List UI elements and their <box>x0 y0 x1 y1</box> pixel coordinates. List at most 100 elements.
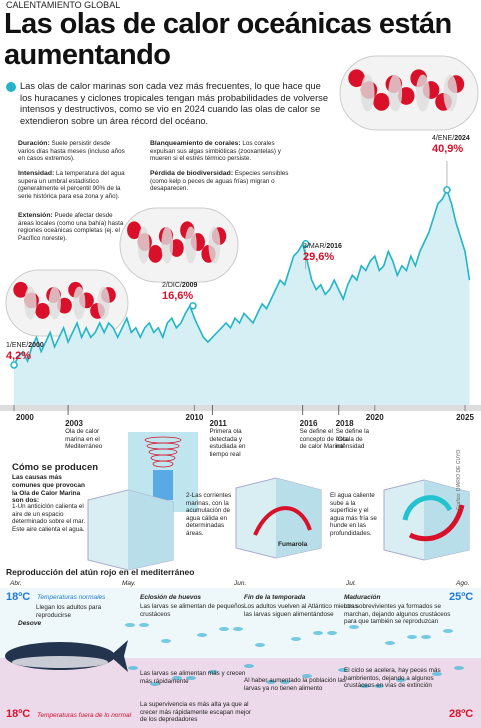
heat-area <box>57 297 72 314</box>
definition-term: Intensidad: <box>18 170 55 177</box>
month: Ago. <box>456 580 470 587</box>
fish-school <box>454 666 464 670</box>
annotation-value: 40,9% <box>432 143 464 155</box>
annotation-marker <box>443 186 451 194</box>
fish-school <box>208 670 218 674</box>
month: Jul. <box>346 580 357 587</box>
stage-normal: Los sobrevivientes ya formados se marcha… <box>344 603 451 626</box>
fish-school <box>266 680 276 684</box>
land <box>415 74 430 112</box>
definition-text: Especies sensibles (como kelp o peces de… <box>150 170 289 193</box>
definition-term: Duración: <box>18 140 50 147</box>
stage-normal: Las larvas se alimentan de pequeños crus… <box>140 603 245 618</box>
cause-2: 2-Las corrientes marinas, con la acumula… <box>186 492 232 537</box>
stage-normal: Llegan los adultos para reproducirse <box>36 604 102 619</box>
heat-area <box>169 239 184 257</box>
fish-school <box>313 631 323 635</box>
x-tick-label: 2000 <box>16 413 34 422</box>
x-axis <box>0 405 481 411</box>
fish-school <box>374 684 384 688</box>
fish-school <box>161 639 171 643</box>
cube-side <box>128 490 173 570</box>
abnormal-end: 28ºC <box>449 708 474 720</box>
normal-start: 18ºC <box>6 591 31 603</box>
fish-school <box>385 641 395 645</box>
land <box>97 286 110 320</box>
heat-area <box>373 93 390 111</box>
annotation-marker <box>189 302 197 310</box>
current <box>253 506 312 536</box>
x-tick-label: 2010 <box>186 413 204 422</box>
fish-school <box>255 643 265 647</box>
event-year: 2018 <box>336 419 354 428</box>
definition-text: Puede afectar desde áreas locales (como … <box>18 212 124 242</box>
x-tick-label: 2025 <box>456 413 474 422</box>
tuna-title: Reproducción del atún rojo en el mediter… <box>6 567 195 577</box>
annotation-date: 1/ENE/2000 <box>6 342 44 349</box>
date: 3/MAR/ <box>303 243 327 250</box>
credit: Grafico: DIARIO DE CUYO <box>456 449 462 510</box>
definition: Extensión: Puede afectar desde áreas loc… <box>18 212 126 242</box>
cube-side <box>424 480 469 560</box>
abnormal-start: 18ºC <box>6 708 31 720</box>
stage-name: Maduración <box>344 594 381 601</box>
fish-school <box>302 674 312 678</box>
causes-title: Cómo se producen <box>12 462 99 473</box>
definition-text: Suele persistir desde varios días hasta … <box>18 140 125 163</box>
fish-school <box>280 680 290 684</box>
land <box>48 286 61 320</box>
heat-area <box>127 221 142 240</box>
fish-school <box>291 637 301 641</box>
fish-school <box>360 684 370 688</box>
definition-term: Pérdida de biodiversidad: <box>150 170 234 177</box>
cause-3: El agua caliente sube a la superficie y … <box>330 492 377 537</box>
current-cold <box>402 495 453 521</box>
annotation-date: 2/DIC/2009 <box>162 282 197 289</box>
cube-side <box>276 478 321 558</box>
anticyclone <box>152 460 174 468</box>
fish-school <box>172 676 182 680</box>
year: 2016 <box>326 243 342 250</box>
year: 2000 <box>28 342 44 349</box>
definition-text: La temperatura del agua supera un umbral… <box>18 170 125 200</box>
event-year: 2016 <box>300 419 318 428</box>
land <box>137 226 150 264</box>
annotation-value: 4,2% <box>6 350 32 362</box>
line <box>13 187 471 366</box>
event-text: Se define el concepto de "Ola de calor M… <box>299 428 348 451</box>
land <box>73 286 86 320</box>
fish-school <box>150 682 160 686</box>
land <box>443 74 458 112</box>
fish-school <box>197 633 207 637</box>
fish-school <box>125 623 135 627</box>
abnormal-band <box>0 658 481 728</box>
fish-school <box>244 664 254 668</box>
current-warm <box>408 504 465 542</box>
fish-school <box>139 623 149 627</box>
fish-school <box>432 672 442 676</box>
definition: Duración: Suele persistir desde varios d… <box>18 140 126 163</box>
abnormal-label: Temperaturas fuera de lo normal <box>37 712 132 719</box>
event-text: Primera ola detectada y estudiada en tie… <box>209 428 246 458</box>
event-year: 2003 <box>65 419 83 428</box>
stage-name: Eclosión de huevos <box>140 594 202 601</box>
vent-label: Fumarola <box>278 541 308 548</box>
heat-area <box>148 245 163 263</box>
bullet <box>6 82 16 92</box>
heat-area <box>13 281 28 298</box>
kicker: CALENTAMIENTO GLOBAL <box>6 0 121 10</box>
normal-label: Temperaturas normales <box>37 594 106 601</box>
stage-name: Desove <box>18 620 42 627</box>
stage-abnormal: El ciclo se acelera, hay peces más hambr… <box>344 667 441 690</box>
title: Las olas de calor oceánicas están aument… <box>4 8 452 71</box>
event-text: Ola de calor marina en el Mediterráneo <box>65 428 103 451</box>
date: 1/ENE/ <box>6 342 29 349</box>
intro: Las olas de calor marinas son cada vez m… <box>20 81 329 126</box>
heat-area <box>348 69 365 88</box>
definition: Intensidad: La temperatura del agua supe… <box>18 170 126 200</box>
land <box>161 226 174 264</box>
warm-column <box>153 470 173 500</box>
fish-school <box>327 631 337 635</box>
month: Jun. <box>234 580 247 587</box>
